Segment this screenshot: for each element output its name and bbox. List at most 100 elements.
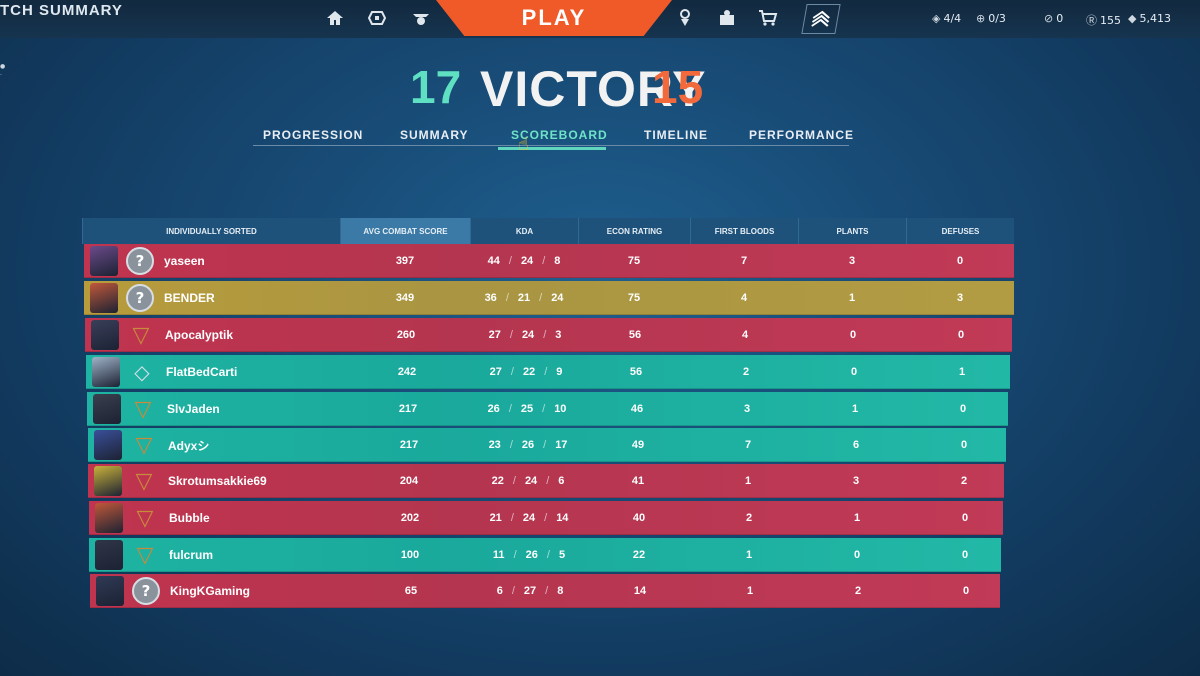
kda-separator: / — [511, 585, 515, 597]
defuses-value: 0 — [962, 585, 970, 597]
battlepass-icon[interactable] — [714, 6, 740, 30]
kda-separator: / — [505, 292, 509, 304]
defuses-value: 0 — [959, 403, 967, 415]
agents-icon[interactable] — [408, 6, 434, 30]
agent-portrait-icon — [90, 246, 118, 276]
team-score: 17 — [410, 61, 462, 113]
defuses-value: 2 — [960, 475, 968, 487]
kda-kills: 44 — [487, 255, 500, 267]
bronze-rank-icon: ▽ — [135, 468, 153, 494]
col-plants[interactable]: PLANTS — [798, 218, 906, 244]
bronze-rank-icon: ▽ — [136, 542, 154, 568]
table-row[interactable]: ▽ Skrotumsakkie69 204 41 1 3 2 22/24/6 — [88, 464, 1004, 498]
kda-value: 6 / 27 / 8 — [476, 574, 584, 608]
col-individually-sorted[interactable]: INDIVIDUALLY SORTED — [82, 218, 340, 244]
kda-deaths: 26 — [525, 549, 538, 561]
tab-performance[interactable]: PERFORMANCE — [749, 128, 855, 142]
kda-assists: 10 — [554, 403, 567, 415]
econ-value: 22 — [632, 549, 646, 561]
agent-portrait-icon — [94, 430, 122, 460]
kda-kills: 27 — [489, 366, 502, 378]
player-name[interactable]: yaseen — [164, 254, 205, 268]
table-row[interactable]: ◇ FlatBedCarti 242 56 2 0 1 27 / 22 / 9 — [86, 355, 1010, 389]
tab-timeline[interactable]: TIMELINE — [644, 128, 708, 142]
first-bloods-value: 3 — [743, 403, 751, 415]
unranked-rank-icon: ? — [132, 577, 160, 605]
rank-icon[interactable] — [801, 4, 841, 34]
kda-kills: 26 — [487, 403, 500, 415]
store-icon[interactable] — [755, 6, 781, 30]
econ-value: 56 — [629, 366, 643, 378]
home-icon[interactable] — [322, 6, 348, 30]
player-name[interactable]: Apocalyptik — [165, 328, 234, 342]
table-row[interactable]: ? yaseen 397 75 7 3 0 44 / 24 / 8 — [84, 244, 1014, 278]
player-name[interactable]: Skrotumsakkie69 — [168, 474, 267, 488]
table-row[interactable]: ? KingKGaming 65 14 1 2 0 6 / 27 / 8 — [90, 574, 1000, 608]
plants-value: 0 — [850, 366, 858, 378]
col-first-bloods[interactable]: FIRST BLOODS — [690, 218, 798, 244]
table-row[interactable]: ▽ Apocalyptik 260 56 4 0 0 27 / 24 / 3 — [85, 318, 1012, 352]
defuses-value: 0 — [957, 329, 965, 341]
table-row[interactable]: ▽ Bubble 202 40 2 1 0 21/24/14 — [89, 501, 1003, 535]
bronze-rank-icon: ▽ — [135, 432, 153, 458]
player-name[interactable]: Bubble — [169, 511, 210, 525]
kda-separator: / — [546, 475, 550, 487]
player-name[interactable]: fulcrum — [169, 548, 214, 562]
side-marker: ● · — [0, 63, 6, 79]
first-bloods-value: 2 — [745, 512, 753, 524]
table-row[interactable]: ▽ Adyxシ 217 49 7 6 0 23 / 26 / 17 — [88, 428, 1006, 462]
col-defuses[interactable]: DEFUSES — [906, 218, 1014, 244]
acs-value: 202 — [400, 512, 420, 524]
econ-value: 75 — [627, 292, 641, 304]
kda-deaths: 22 — [522, 366, 536, 378]
acs-value: 397 — [395, 255, 415, 267]
player-name[interactable]: FlatBedCarti — [166, 365, 238, 379]
econ-value: 75 — [627, 255, 641, 267]
plants-value: 1 — [853, 512, 861, 524]
kda-value: 36 / 21 / 24 — [470, 281, 578, 315]
plants-value: 6 — [852, 439, 860, 451]
play-button[interactable]: PLAY — [436, 0, 672, 36]
first-bloods-value: 7 — [740, 255, 748, 267]
kda-separator: / — [544, 512, 548, 524]
player-name[interactable]: SlvJaden — [167, 402, 220, 416]
defuses-value: 3 — [956, 292, 964, 304]
table-row[interactable]: ▽ fulcrum 100 22 1 0 0 11/26/5 — [89, 538, 1001, 572]
table-row[interactable]: ? BENDER 349 75 4 1 3 36 / 21 / 24 — [84, 281, 1014, 315]
plants-value: 1 — [851, 403, 859, 415]
col-kda[interactable]: KDA — [470, 218, 578, 244]
kingdom-credits-icon: ⊘ — [1044, 12, 1054, 25]
tab-scoreboard[interactable]: SCOREBOARD — [511, 128, 608, 142]
kda-kills: 6 — [496, 585, 503, 597]
kda-value: 23 / 26 / 17 — [474, 428, 582, 462]
radianite-icon: Ⓡ — [1086, 14, 1097, 27]
col-econ-rating[interactable]: ECON RATING — [578, 218, 690, 244]
silver-rank-icon: ◇ — [134, 360, 150, 384]
table-row[interactable]: ▽ SlvJaden 217 46 3 1 0 26/25/10 — [87, 392, 1008, 426]
loadout-counter: ◈ 4/4 — [932, 12, 962, 25]
valorant-points-icon: ◆ — [1128, 12, 1137, 25]
acs-value: 100 — [400, 549, 420, 561]
kda-separator: / — [508, 255, 512, 267]
col-avg-combat-score[interactable]: AVG COMBAT SCORE — [340, 218, 470, 244]
tab-progression[interactable]: PROGRESSION — [263, 128, 364, 142]
acs-value: 260 — [396, 329, 416, 341]
kda-deaths: 26 — [521, 439, 535, 451]
upgrade-icon: ⊕ — [976, 12, 986, 25]
career-icon[interactable] — [364, 6, 390, 30]
first-bloods-value: 4 — [740, 292, 748, 304]
kda-separator: / — [544, 366, 548, 378]
kda-deaths: 27 — [523, 585, 537, 597]
kda-deaths: 24 — [520, 255, 534, 267]
player-name[interactable]: BENDER — [164, 291, 215, 305]
kda-deaths: 24 — [524, 475, 538, 487]
enemy-score: 15 — [652, 61, 704, 113]
player-name[interactable]: Adyxシ — [168, 438, 210, 453]
valorant-points: ◆ 5,413 — [1128, 12, 1171, 25]
kda-deaths: 24 — [522, 512, 536, 524]
tab-summary[interactable]: SUMMARY — [400, 128, 469, 142]
collection-icon[interactable] — [672, 6, 698, 30]
player-name[interactable]: KingKGaming — [170, 584, 250, 598]
kda-assists: 5 — [558, 549, 566, 561]
kingdom-credits: ⊘ 0 — [1044, 12, 1064, 25]
